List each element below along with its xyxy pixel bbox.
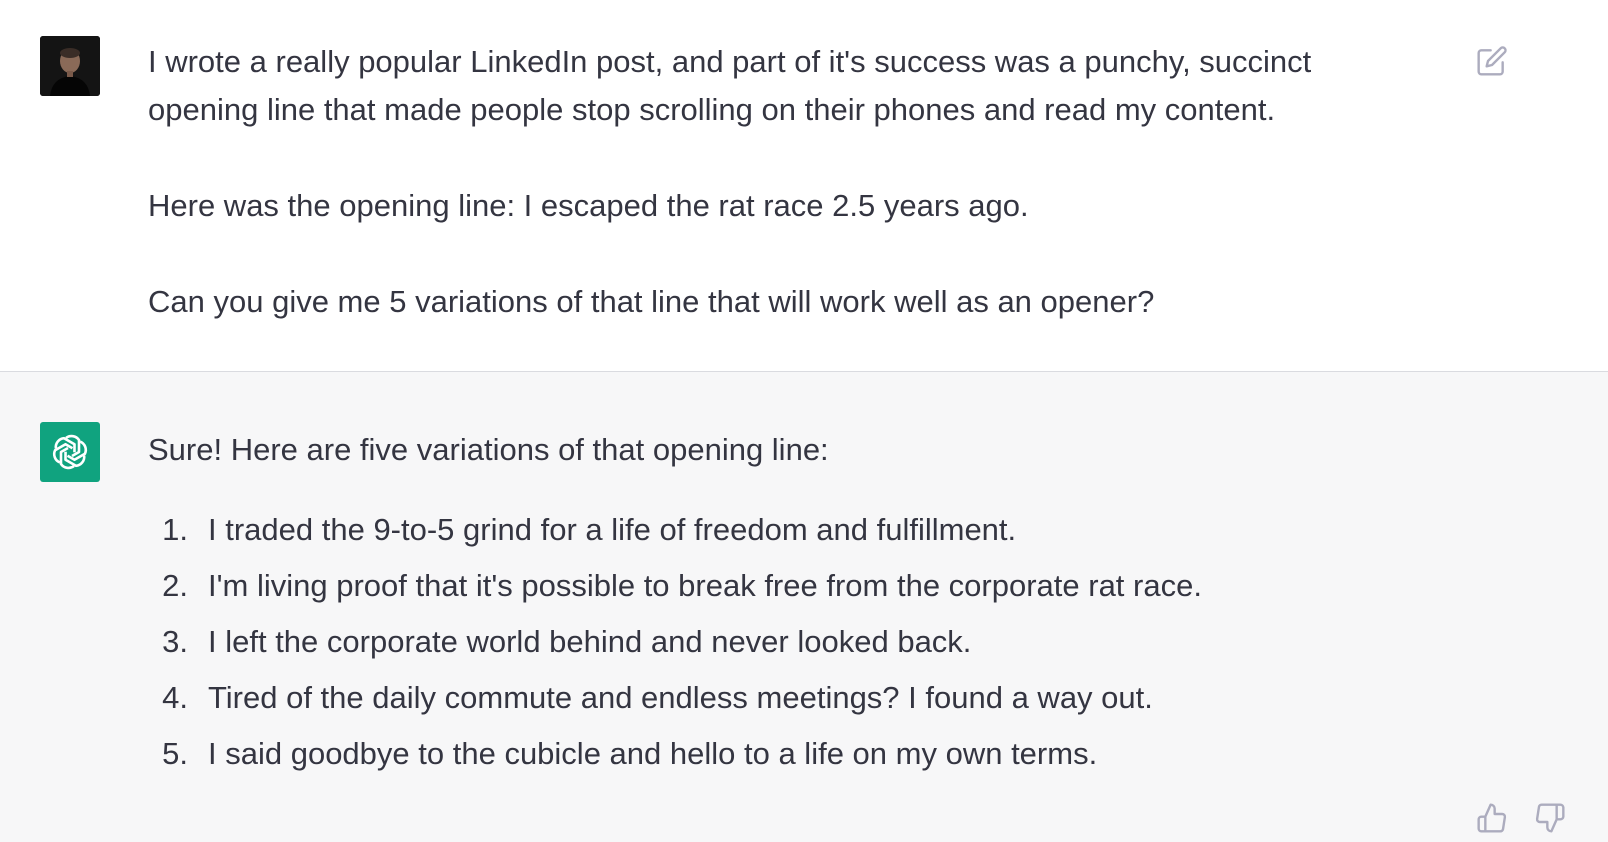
list-item: 1. I traded the 9-to-5 grind for a life …: [148, 502, 1448, 558]
user-paragraph: I wrote a really popular LinkedIn post, …: [148, 44, 1312, 127]
assistant-message-text: Sure! Here are five variations of that o…: [148, 426, 1448, 782]
user-avatar: [40, 36, 100, 96]
thumbs-down-icon: [1535, 803, 1565, 833]
list-item-text: I'm living proof that it's possible to b…: [208, 568, 1202, 603]
thumbs-up-button[interactable]: [1474, 800, 1510, 836]
list-item-text: I left the corporate world behind and ne…: [208, 624, 972, 659]
thumbs-down-button[interactable]: [1532, 800, 1568, 836]
list-item: 5. I said goodbye to the cubicle and hel…: [148, 726, 1448, 782]
list-item-number: 4.: [162, 680, 188, 715]
list-item-number: 5.: [162, 736, 188, 771]
variations-list: 1. I traded the 9-to-5 grind for a life …: [148, 502, 1448, 782]
list-item: 3. I left the corporate world behind and…: [148, 614, 1448, 670]
user-paragraph: Here was the opening line: I escaped the…: [148, 188, 1029, 223]
thumbs-up-icon: [1477, 803, 1507, 833]
user-paragraph: Can you give me 5 variations of that lin…: [148, 284, 1155, 319]
user-message-turn: I wrote a really popular LinkedIn post, …: [0, 0, 1608, 372]
assistant-intro: Sure! Here are five variations of that o…: [148, 432, 829, 467]
list-item: 4. Tired of the daily commute and endles…: [148, 670, 1448, 726]
user-message-text: I wrote a really popular LinkedIn post, …: [148, 38, 1398, 326]
openai-logo-icon: [52, 434, 88, 470]
user-avatar-image: [40, 36, 100, 96]
edit-icon: [1477, 46, 1507, 76]
list-item-text: I traded the 9-to-5 grind for a life of …: [208, 512, 1017, 547]
list-item-number: 1.: [162, 512, 188, 547]
assistant-avatar: [40, 422, 100, 482]
list-item: 2. I'm living proof that it's possible t…: [148, 558, 1448, 614]
assistant-message-turn: Sure! Here are five variations of that o…: [0, 372, 1608, 842]
list-item-text: I said goodbye to the cubicle and hello …: [208, 736, 1098, 771]
list-item-number: 2.: [162, 568, 188, 603]
list-item-number: 3.: [162, 624, 188, 659]
list-item-text: Tired of the daily commute and endless m…: [208, 680, 1153, 715]
edit-button[interactable]: [1474, 43, 1510, 79]
